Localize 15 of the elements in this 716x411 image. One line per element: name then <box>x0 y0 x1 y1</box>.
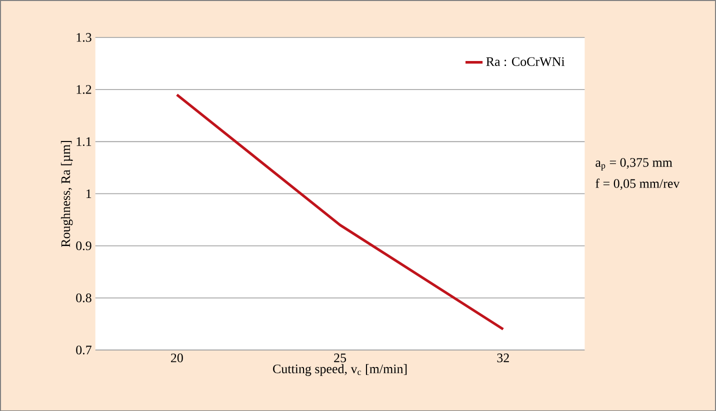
y-tick-label: 0.8 <box>76 293 92 302</box>
text: a$_{p}$ = 0,375 mm <box>596 158 672 170</box>
x-tick-label: 32 <box>497 353 509 362</box>
x-axis-title: Cutting speed, v$_{c}$ [m/min] <box>273 364 407 376</box>
text: f = 0,05 mm/rev <box>596 178 680 190</box>
y-tick-label: 0.9 <box>76 241 92 250</box>
y-tick-label: 1.2 <box>76 84 92 94</box>
x-tick-label: 20 <box>170 353 183 362</box>
legend-label: Ra : CoCrWNi <box>486 57 565 66</box>
y-tick-label: 1.3 <box>76 32 92 42</box>
y-axis-title: Roughness, Ra [µm] <box>60 140 73 247</box>
y-tick-label: 1.1 <box>76 137 92 146</box>
y-tick-label: 0.7 <box>76 345 92 354</box>
y-tick-label: 1 <box>86 189 92 198</box>
x-tick-label: 25 <box>334 353 346 362</box>
